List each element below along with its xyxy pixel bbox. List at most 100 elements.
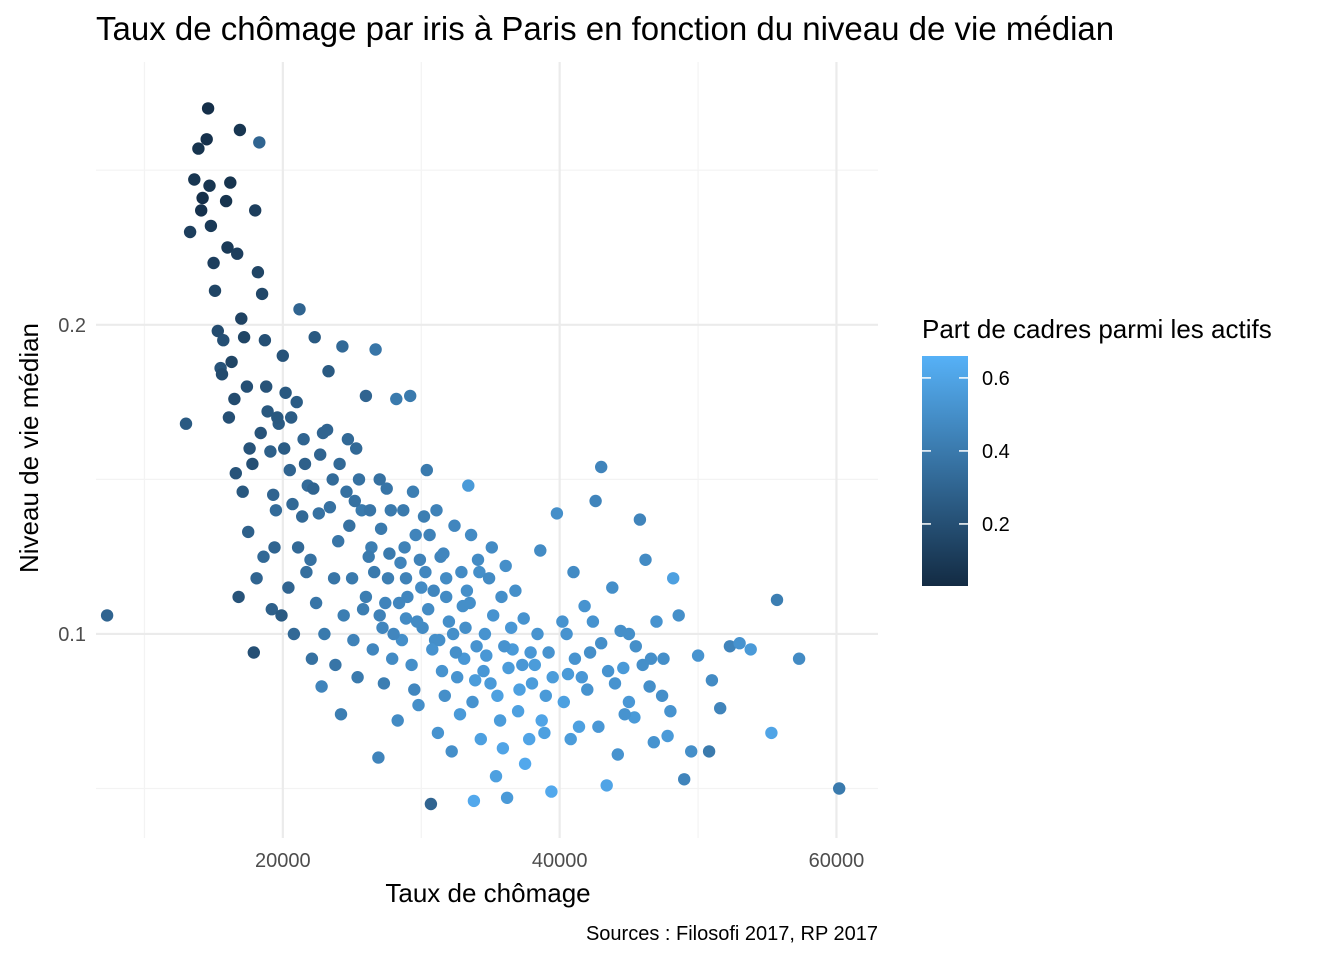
- data-point: [546, 671, 559, 684]
- data-point: [636, 658, 649, 672]
- data-point: [430, 504, 443, 517]
- data-point: [528, 658, 541, 672]
- data-point: [267, 488, 280, 501]
- data-point: [440, 572, 453, 585]
- data-point: [487, 609, 500, 622]
- data-point: [643, 680, 656, 693]
- data-point: [228, 392, 241, 406]
- caption: Sources : Filosofi 2017, RP 2017: [586, 923, 878, 945]
- data-point: [224, 176, 237, 189]
- data-point: [287, 627, 301, 641]
- data-point: [622, 695, 636, 709]
- data-point: [575, 671, 588, 684]
- data-point: [655, 689, 669, 702]
- data-point: [247, 646, 260, 659]
- data-point: [283, 463, 296, 477]
- data-point: [498, 640, 511, 653]
- data-point: [463, 596, 476, 610]
- grid: [96, 62, 878, 838]
- data-point: [535, 714, 548, 727]
- data-point: [723, 640, 737, 653]
- data-point: [365, 541, 378, 554]
- data-point: [219, 194, 233, 208]
- data-point: [347, 633, 360, 647]
- data-point: [376, 621, 389, 634]
- data-point: [513, 683, 526, 696]
- y-tick-label: 0.1: [58, 624, 86, 646]
- data-point: [275, 609, 288, 622]
- data-point: [229, 467, 242, 480]
- data-point: [305, 652, 319, 665]
- data-point: [466, 695, 479, 709]
- data-point: [345, 572, 359, 585]
- data-point: [678, 773, 691, 786]
- data-point: [410, 615, 424, 628]
- data-point: [765, 726, 778, 740]
- data-point: [567, 565, 580, 579]
- data-point: [243, 442, 256, 455]
- data-point: [496, 742, 510, 755]
- data-point: [423, 528, 436, 542]
- data-point: [351, 671, 364, 684]
- data-point: [592, 720, 605, 733]
- data-point: [298, 457, 312, 471]
- data-point: [399, 612, 413, 625]
- data-point: [215, 368, 229, 381]
- data-point: [482, 572, 496, 585]
- data-point: [225, 355, 238, 369]
- legend-colorbar: [922, 356, 968, 586]
- data-point: [221, 241, 234, 254]
- data-point: [489, 770, 503, 783]
- data-point: [469, 674, 482, 687]
- data-point: [417, 510, 431, 523]
- data-point: [556, 615, 569, 628]
- data-point: [633, 513, 647, 526]
- data-point: [448, 519, 461, 532]
- data-point: [408, 683, 421, 696]
- data-point: [251, 266, 265, 279]
- data-point: [531, 627, 544, 641]
- data-point: [451, 671, 464, 684]
- data-point: [534, 544, 547, 557]
- chart-title: Taux de chômage par iris à Paris en fonc…: [96, 10, 1114, 47]
- data-point: [381, 572, 395, 585]
- data-point: [705, 674, 719, 687]
- data-point: [307, 482, 320, 495]
- data-point: [255, 287, 269, 301]
- data-point: [467, 794, 481, 808]
- data-point: [453, 708, 467, 721]
- data-point: [647, 736, 660, 749]
- data-point: [525, 677, 539, 690]
- data-point: [517, 612, 530, 625]
- data-point: [372, 751, 385, 764]
- data-point: [618, 708, 631, 721]
- data-point: [424, 797, 438, 811]
- data-point: [233, 123, 247, 137]
- data-point: [484, 677, 497, 690]
- data-point: [404, 389, 417, 403]
- data-point: [271, 411, 284, 424]
- data-point: [518, 757, 532, 770]
- data-point: [628, 711, 641, 724]
- data-point: [422, 603, 435, 616]
- data-point: [415, 581, 428, 594]
- data-point: [368, 565, 381, 579]
- x-axis-title: Taux de chômage: [385, 878, 590, 908]
- data-point: [505, 621, 518, 634]
- data-point: [431, 726, 445, 740]
- data-point: [222, 411, 236, 424]
- data-point: [236, 485, 249, 498]
- data-point: [427, 584, 440, 597]
- data-point: [356, 603, 370, 616]
- data-point: [539, 689, 552, 702]
- data-point: [352, 473, 366, 486]
- data-point: [446, 627, 460, 641]
- x-axis-ticks: 20000 40000 60000: [255, 850, 864, 872]
- data-point: [589, 494, 602, 508]
- data-point: [257, 550, 270, 563]
- data-point: [442, 615, 456, 628]
- data-point: [608, 677, 622, 690]
- data-point: [542, 646, 555, 659]
- data-point: [455, 565, 468, 579]
- data-point: [196, 191, 209, 205]
